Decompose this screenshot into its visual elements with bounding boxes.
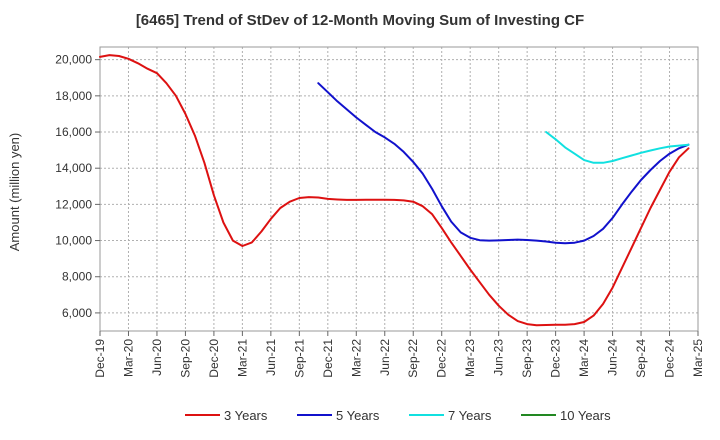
x-tick-label: Dec-20	[207, 339, 221, 378]
legend-label: 3 Years	[224, 408, 268, 423]
legend-item: 5 Years	[297, 408, 380, 423]
series-line-7-years	[545, 131, 690, 164]
y-axis-title: Amount (million yen)	[7, 133, 22, 252]
y-tick-label: 18,000	[55, 89, 92, 103]
y-tick-label: 20,000	[55, 53, 92, 67]
y-tick-label: 6,000	[62, 306, 92, 320]
y-tick-label: 14,000	[55, 161, 92, 175]
x-tick-label: Dec-19	[93, 339, 107, 378]
y-axis-ticks: 6,000 8,000 10,000 12,000 14,000 16,000 18,000…	[55, 53, 100, 320]
x-tick-label: Mar-20	[121, 339, 135, 377]
x-tick-label: Jun-21	[264, 339, 278, 376]
legend-label: 5 Years	[336, 408, 380, 423]
x-tick-label: Mar-21	[235, 339, 249, 377]
grid-lines	[100, 47, 698, 331]
legend-label: 10 Years	[560, 408, 611, 423]
legend-item: 7 Years	[409, 408, 492, 423]
x-tick-label: Mar-23	[463, 339, 477, 377]
x-tick-label: Jun-22	[378, 339, 392, 376]
y-tick-label: 16,000	[55, 125, 92, 139]
series-line-3-years	[99, 54, 690, 327]
x-axis-ticks: Dec-19 Mar-20 Jun-20 Sep-20 Dec-20 Mar-21 Jun-…	[93, 331, 705, 378]
x-tick-label: Sep-20	[178, 339, 192, 378]
x-tick-label: Sep-24	[634, 339, 648, 378]
x-tick-label: Jun-20	[150, 339, 164, 376]
x-tick-label: Dec-24	[663, 339, 677, 378]
plot-area-frame	[99, 46, 699, 332]
legend-item: 10 Years	[521, 408, 611, 423]
y-tick-label: 8,000	[62, 270, 92, 284]
legend: 3 Years 5 Years 7 Years 10 Years	[185, 408, 611, 423]
series-line-5-years	[317, 82, 690, 245]
x-tick-label: Dec-21	[321, 339, 335, 378]
x-tick-label: Mar-25	[691, 339, 705, 377]
x-tick-label: Sep-23	[520, 339, 534, 378]
x-tick-label: Mar-24	[577, 339, 591, 377]
x-tick-label: Mar-22	[349, 339, 363, 377]
x-tick-label: Sep-21	[292, 339, 306, 378]
legend-label: 7 Years	[448, 408, 492, 423]
x-tick-label: Dec-22	[435, 339, 449, 378]
x-tick-label: Sep-22	[406, 339, 420, 378]
x-tick-label: Dec-23	[549, 339, 563, 378]
y-tick-label: 12,000	[55, 197, 92, 211]
x-tick-label: Jun-24	[606, 339, 620, 376]
series-lines	[99, 54, 690, 327]
x-tick-label: Jun-23	[492, 339, 506, 376]
y-tick-label: 10,000	[55, 234, 92, 248]
chart-title: [6465] Trend of StDev of 12-Month Moving…	[135, 12, 585, 29]
legend-item: 3 Years	[185, 408, 268, 423]
